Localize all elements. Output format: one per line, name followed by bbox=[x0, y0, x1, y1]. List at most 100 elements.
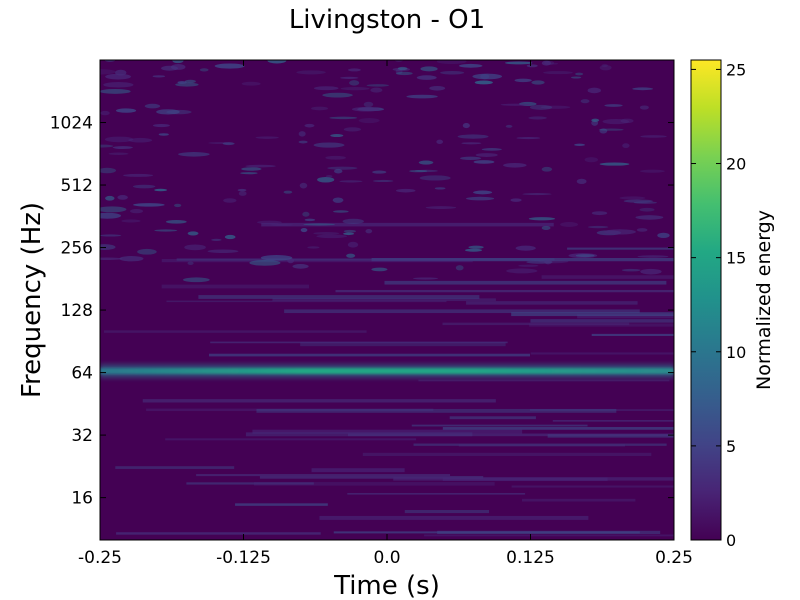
texture-blob bbox=[100, 167, 117, 174]
x-tick-label: -0.25 bbox=[78, 548, 122, 568]
texture-blob bbox=[283, 190, 293, 194]
x-tick-label: 0.0 bbox=[373, 548, 400, 568]
texture-blob bbox=[313, 142, 345, 148]
texture-streak bbox=[511, 485, 674, 488]
texture-blob bbox=[458, 63, 483, 68]
texture-blob bbox=[639, 169, 665, 173]
texture-blob bbox=[238, 190, 247, 196]
texture-streak bbox=[209, 353, 530, 357]
texture-blob bbox=[528, 217, 556, 221]
texture-blob bbox=[112, 146, 133, 150]
texture-streak bbox=[384, 280, 667, 285]
texture-blob bbox=[117, 195, 128, 200]
texture-streak bbox=[577, 314, 674, 319]
texture-blob bbox=[237, 188, 247, 192]
texture-blob bbox=[455, 265, 464, 271]
texture-blob bbox=[621, 268, 641, 272]
texture-blob bbox=[516, 137, 541, 140]
texture-streak bbox=[362, 452, 652, 456]
texture-streak bbox=[347, 433, 674, 437]
texture-blob bbox=[412, 277, 439, 280]
texture-blob bbox=[223, 198, 237, 203]
texture-blob bbox=[333, 210, 349, 213]
texture-blob bbox=[178, 152, 210, 157]
x-tick-label: 0.125 bbox=[506, 548, 555, 568]
texture-blob bbox=[640, 268, 662, 275]
texture-blob bbox=[632, 87, 654, 91]
texture-blob bbox=[370, 87, 383, 93]
texture-blob bbox=[304, 218, 316, 222]
texture-blob bbox=[522, 193, 552, 196]
texture-blob bbox=[267, 60, 287, 64]
texture-blob bbox=[343, 232, 355, 236]
texture-streak bbox=[458, 444, 626, 447]
texture-streak bbox=[142, 399, 496, 403]
colorbar-frame bbox=[690, 59, 722, 541]
texture-blob bbox=[575, 72, 584, 76]
texture-blob bbox=[184, 244, 206, 251]
texture-blob bbox=[349, 80, 360, 86]
texture-streak bbox=[449, 416, 536, 420]
texture-blob bbox=[182, 277, 210, 283]
y-tick-label: 16 bbox=[71, 489, 93, 509]
y-tick-label: 128 bbox=[61, 301, 93, 321]
texture-blob bbox=[372, 179, 394, 183]
texture-blob bbox=[418, 160, 434, 165]
texture-blob bbox=[128, 137, 153, 143]
texture-blob bbox=[640, 135, 667, 138]
texture-blob bbox=[137, 248, 157, 255]
texture-blob bbox=[420, 66, 438, 72]
texture-blob bbox=[434, 187, 446, 190]
texture-streak bbox=[371, 257, 674, 262]
texture-blob bbox=[515, 245, 536, 251]
texture-streak bbox=[567, 247, 674, 250]
texture-blob bbox=[311, 106, 329, 111]
texture-blob bbox=[591, 118, 600, 122]
texture-blob bbox=[366, 84, 389, 87]
texture-blob bbox=[481, 148, 502, 151]
texture-streak bbox=[347, 493, 526, 495]
texture-blob bbox=[395, 71, 413, 76]
texture-blob bbox=[602, 118, 630, 125]
texture-blob bbox=[343, 127, 362, 132]
texture-streak bbox=[511, 312, 674, 317]
texture-blob bbox=[371, 267, 388, 272]
texture-blob bbox=[343, 229, 357, 233]
colorbar-label: Normalized energy bbox=[753, 210, 775, 390]
y-tick-label: 256 bbox=[61, 239, 93, 259]
texture-blob bbox=[152, 75, 166, 78]
texture-blob bbox=[154, 188, 168, 192]
texture-blob bbox=[541, 60, 552, 66]
texture-blob bbox=[599, 162, 630, 166]
texture-streak bbox=[165, 438, 417, 441]
texture-blob bbox=[440, 70, 465, 75]
texture-streak bbox=[541, 275, 674, 279]
signal-line bbox=[100, 364, 674, 378]
texture-streak bbox=[115, 466, 235, 469]
texture-blob bbox=[260, 255, 293, 261]
texture-blob bbox=[108, 152, 129, 155]
texture-blob bbox=[475, 153, 498, 157]
texture-blob bbox=[245, 164, 276, 168]
texture-blob bbox=[436, 60, 467, 65]
texture-streak bbox=[259, 476, 484, 479]
colorbar-gradient bbox=[691, 60, 721, 540]
colorbar-ticks: 0 5 10 15 20 25 bbox=[691, 60, 746, 550]
chart-title: Livingston - O1 bbox=[289, 5, 485, 35]
texture-blob bbox=[144, 103, 161, 109]
texture-blob bbox=[599, 128, 608, 134]
texture-blob bbox=[528, 116, 547, 120]
texture-blob bbox=[270, 223, 293, 226]
texture-blob bbox=[303, 223, 335, 226]
texture-blob bbox=[307, 246, 320, 249]
y-tick-label: 64 bbox=[71, 364, 93, 384]
texture-blob bbox=[601, 63, 608, 68]
texture-streak bbox=[261, 222, 554, 227]
y-tick-label: 1024 bbox=[50, 114, 93, 134]
texture-blob bbox=[152, 123, 170, 128]
texture-blob bbox=[576, 178, 587, 185]
texture-blob bbox=[302, 211, 310, 217]
texture-blob bbox=[472, 73, 503, 80]
texture-streak bbox=[591, 333, 674, 336]
texture-blob bbox=[132, 184, 156, 189]
